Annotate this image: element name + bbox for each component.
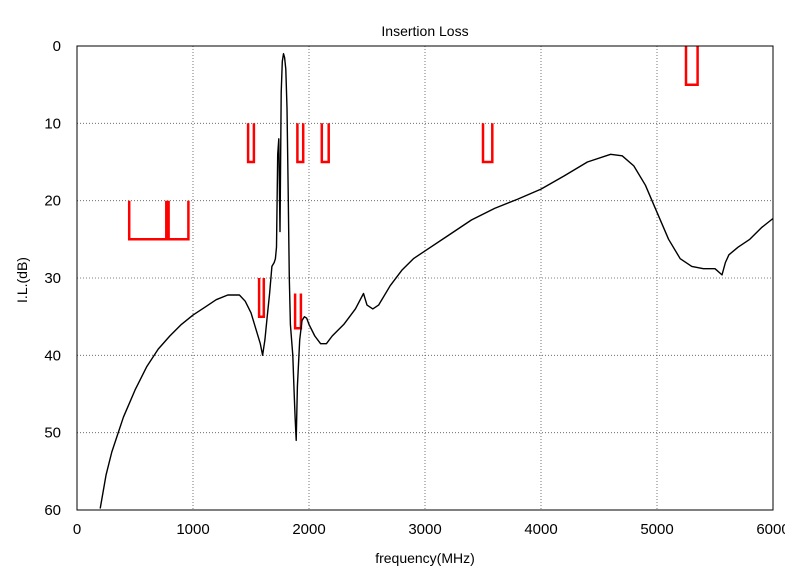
- grid-lines: [77, 46, 773, 510]
- y-tick-label: 60: [44, 502, 61, 519]
- plot-frame: [76, 45, 774, 511]
- y-tick-label: 10: [44, 115, 61, 132]
- mask-limit: [293, 293, 303, 330]
- mask-limit: [320, 123, 330, 164]
- x-tick-label: 1000: [176, 521, 209, 538]
- y-tick-label: 0: [53, 38, 61, 55]
- mask-limit: [127, 200, 168, 241]
- mask-limit: [481, 123, 494, 164]
- y-tick-label: 40: [44, 347, 61, 364]
- x-axis-label: frequency(MHz): [375, 550, 475, 566]
- mask-limits: [127, 46, 699, 330]
- mask-limit: [684, 46, 699, 86]
- y-axis-label: I.L.(dB): [14, 257, 30, 303]
- mask-limit: [257, 278, 266, 318]
- x-tick-label: 0: [73, 521, 81, 538]
- y-tick-label: 20: [44, 193, 61, 210]
- mask-limit: [246, 123, 256, 164]
- x-tick-label: 2000: [292, 521, 325, 538]
- mask-limit: [167, 200, 190, 241]
- y-tick-label: 50: [44, 425, 61, 442]
- x-tick-label: 3000: [408, 521, 441, 538]
- data-series: [99, 53, 774, 509]
- y-tick-label: 30: [44, 270, 61, 287]
- insertion-loss-line: [99, 53, 774, 509]
- chart-title: Insertion Loss: [381, 23, 468, 39]
- x-tick-label: 5000: [640, 521, 673, 538]
- x-tick-label: 4000: [524, 521, 557, 538]
- mask-limit: [296, 123, 305, 164]
